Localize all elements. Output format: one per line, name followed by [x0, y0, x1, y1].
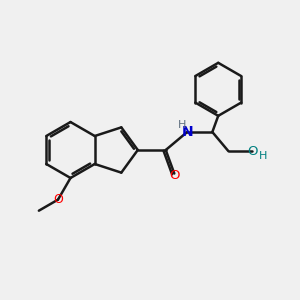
Text: O: O: [53, 193, 63, 206]
Text: N: N: [182, 125, 193, 139]
Text: O: O: [247, 145, 258, 158]
Text: O: O: [169, 169, 180, 182]
Text: H: H: [259, 151, 268, 161]
Text: H: H: [178, 120, 186, 130]
